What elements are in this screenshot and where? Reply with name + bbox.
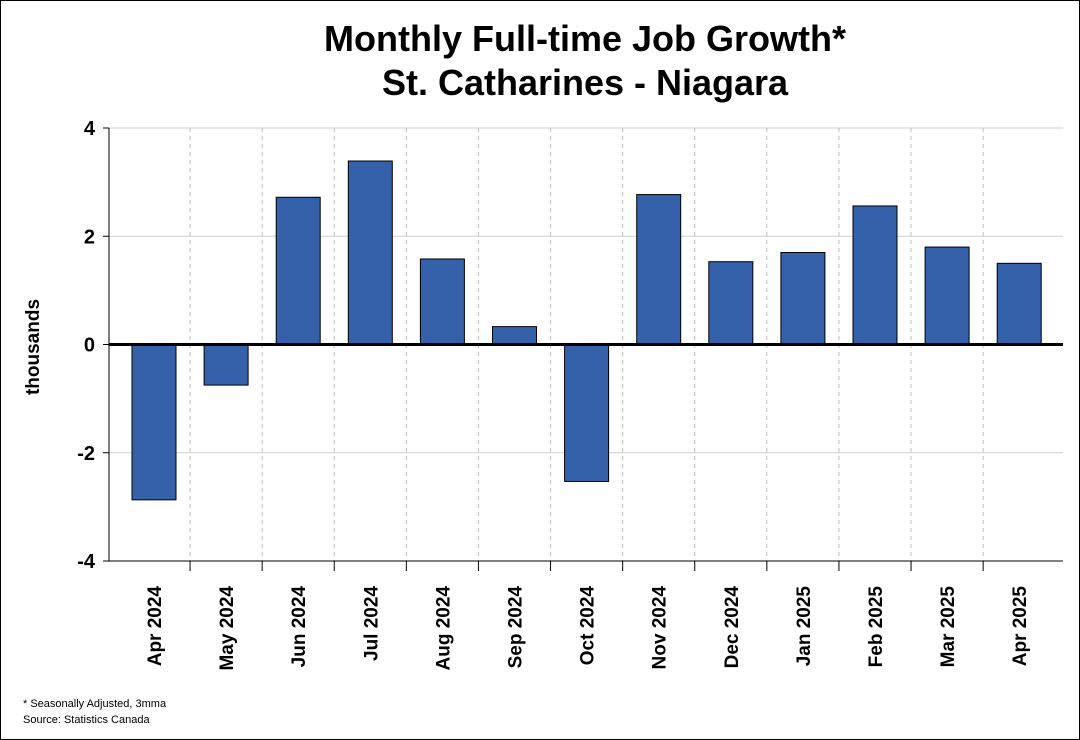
- bar: [852, 205, 898, 345]
- x-tick-label: Aug 2024: [433, 586, 454, 671]
- x-tick-label: Mar 2025: [938, 586, 959, 668]
- x-tick-label: Jun 2024: [289, 586, 310, 668]
- bar: [780, 251, 826, 345]
- footnote-seasonal: * Seasonally Adjusted, 3mma: [23, 698, 167, 710]
- x-tick-label: May 2024: [217, 586, 238, 671]
- x-tick-label: Jul 2024: [361, 586, 382, 661]
- bar: [708, 261, 754, 345]
- bar: [996, 262, 1042, 345]
- y-tick-label: 2: [84, 226, 95, 248]
- bar: [203, 344, 249, 386]
- bar: [347, 160, 393, 345]
- y-tick-label: -4: [77, 551, 96, 573]
- y-tick-label: 4: [84, 118, 96, 140]
- bar: [275, 196, 321, 345]
- x-tick-label: Dec 2024: [722, 586, 743, 669]
- y-tick-label: 0: [84, 335, 95, 357]
- bar: [924, 246, 970, 345]
- x-tick-label: Oct 2024: [578, 586, 599, 666]
- bar: [492, 326, 537, 346]
- x-tick-label: Sep 2024: [506, 586, 527, 669]
- x-tick-label: Apr 2024: [145, 586, 166, 667]
- y-axis-label: thousands: [23, 299, 44, 395]
- y-tick-label: -2: [77, 443, 95, 465]
- bar: [564, 344, 610, 482]
- bar: [131, 344, 177, 501]
- x-tick-label: Apr 2025: [1010, 586, 1031, 667]
- chart-title: Monthly Full-time Job Growth*: [324, 18, 846, 59]
- x-tick-label: Feb 2025: [866, 586, 887, 668]
- footnote-source: Source: Statistics Canada: [23, 714, 150, 726]
- chart-subtitle: St. Catharines - Niagara: [381, 62, 789, 103]
- x-tick-label: Jan 2025: [794, 586, 815, 667]
- bar: [636, 194, 682, 345]
- x-tick-label: Nov 2024: [650, 586, 671, 670]
- bar: [419, 258, 465, 346]
